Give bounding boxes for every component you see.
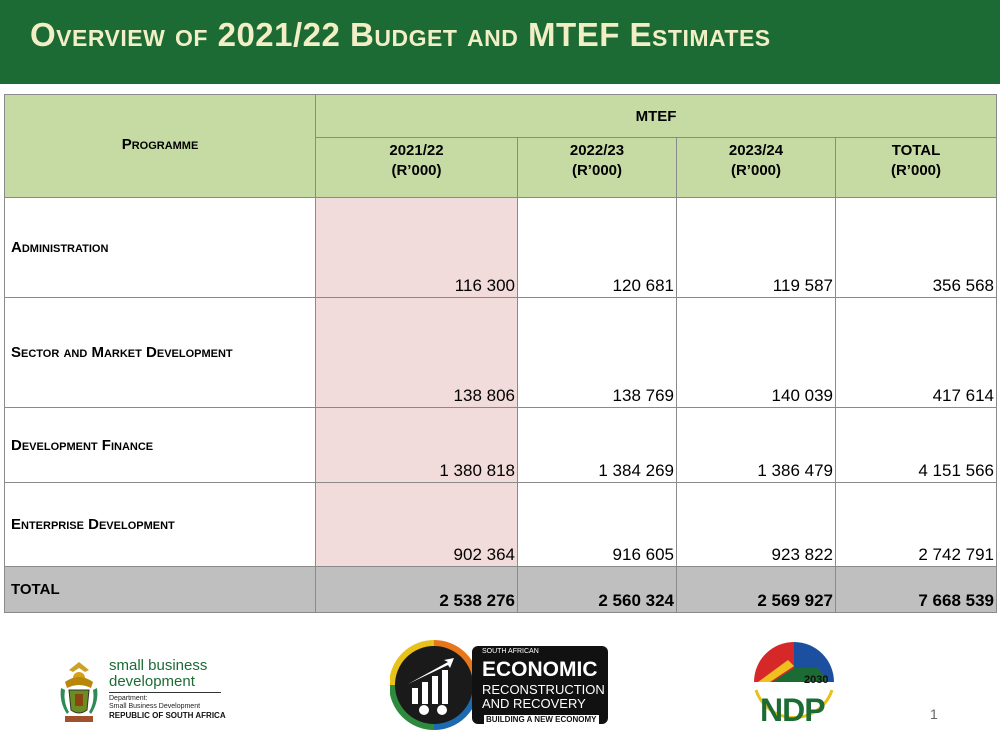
err-mid-text-1: RECONSTRUCTION: [482, 682, 605, 697]
column-unit: (R’000): [571, 162, 623, 179]
sbd-dept-line2: Small Business Development: [109, 703, 201, 710]
total-value-cell: 2 538 276: [315, 566, 518, 613]
sbd-logo: small business development Department: Sma…: [55, 658, 235, 728]
budget-table: Programme MTEF 2021/22 (R’000) 2022/23 (R’…: [4, 94, 998, 613]
coat-of-arms-icon: [60, 662, 98, 722]
recovery-emblem-icon: [390, 640, 479, 730]
err-bottom-text: BUILDING A NEW ECONOMY: [484, 715, 599, 724]
value-cell: 2 742 791: [834, 482, 998, 567]
programme-cell: Development Finance: [4, 407, 316, 483]
ndp-logo: 2030 NDP: [748, 640, 843, 730]
column-header-2022-23: 2022/23 (R’000): [517, 137, 677, 198]
total-value-cell: 2 569 927: [676, 566, 836, 613]
value-cell: 923 822: [676, 482, 836, 567]
total-label: TOTAL: [4, 566, 316, 613]
table-row-administration: Administration 116 300 120 681 119 587 3…: [4, 197, 998, 298]
column-unit: (R’000): [391, 162, 442, 179]
sbd-divider: [109, 692, 221, 693]
err-text-box: [472, 646, 608, 724]
mtef-header: MTEF: [314, 94, 998, 138]
title-bar: Overview of 2021/22 Budget and MTEF Esti…: [0, 0, 1000, 84]
column-header-2021-22: 2021/22 (R’000): [315, 137, 518, 198]
value-cell: 4 151 566: [834, 407, 998, 483]
column-year: 2021/22: [389, 142, 444, 159]
page-title: Overview of 2021/22 Budget and MTEF Esti…: [30, 16, 771, 53]
column-header-2023-24: 2023/24 (R’000): [676, 137, 836, 198]
value-cell: 138 769: [517, 297, 677, 408]
column-header-total: TOTAL (R’000): [834, 137, 998, 198]
value-cell: 138 806: [315, 297, 518, 408]
table-row-enterprise-development: Enterprise Development 902 364 916 605 9…: [4, 482, 998, 567]
err-logo: SOUTH AFRICAN ECONOMIC RECONSTRUCTION AN…: [390, 640, 610, 730]
table-row-sector-market: Sector and Market Development 138 806 13…: [4, 297, 998, 408]
programme-cell: Administration: [4, 197, 316, 298]
column-unit: (R’000): [890, 162, 942, 179]
table-row-development-finance: Development Finance 1 380 818 1 384 269 …: [4, 407, 998, 483]
total-value-cell: 2 560 324: [517, 566, 677, 613]
column-year: 2023/24: [728, 142, 784, 159]
sbd-country: REPUBLIC OF SOUTH AFRICA: [109, 711, 226, 720]
sbd-department: Department: Small Business Development: [109, 695, 200, 711]
value-cell: 902 364: [315, 482, 518, 567]
err-big-text: ECONOMIC: [482, 658, 598, 681]
table-header-row-1: Programme MTEF: [4, 94, 998, 198]
total-value-cell: 7 668 539: [834, 566, 998, 613]
value-cell: 417 614: [834, 297, 998, 408]
value-cell: 116 300: [315, 197, 518, 298]
ndp-wordmark: NDP: [760, 692, 826, 728]
value-cell: 1 386 479: [676, 407, 836, 483]
column-year: 2022/23: [569, 142, 625, 159]
value-cell: 140 039: [676, 297, 836, 408]
value-cell: 119 587: [676, 197, 836, 298]
err-mid-text-2: AND RECOVERY: [482, 696, 586, 711]
programme-header: Programme: [4, 94, 316, 198]
value-cell: 916 605: [517, 482, 677, 567]
table-header-row-2: 2021/22 (R’000) 2022/23 (R’000) 2023/24 (R’…: [5, 137, 998, 198]
value-cell: 1 380 818: [315, 407, 518, 483]
programme-cell: Enterprise Development: [4, 482, 316, 567]
value-cell: 120 681: [517, 197, 677, 298]
column-year: TOTAL: [891, 142, 941, 159]
sbd-name-line2: development: [109, 673, 195, 690]
programme-cell: Sector and Market Development: [4, 297, 316, 408]
ndp-year: 2030: [804, 674, 829, 686]
column-unit: (R’000): [730, 162, 782, 179]
sbd-name-line1: small business: [109, 657, 208, 674]
err-top-text: SOUTH AFRICAN: [482, 648, 539, 655]
page-number: 1: [930, 706, 938, 722]
value-cell: 356 568: [834, 197, 998, 298]
sbd-dept-line1: Department:: [109, 695, 148, 702]
value-cell: 1 384 269: [517, 407, 677, 483]
table-row-total: TOTAL 2 538 276 2 560 324 2 569 927 7 66…: [4, 566, 998, 613]
ndp-flag-icon: [754, 642, 834, 720]
sbd-name: small business development: [109, 658, 207, 690]
